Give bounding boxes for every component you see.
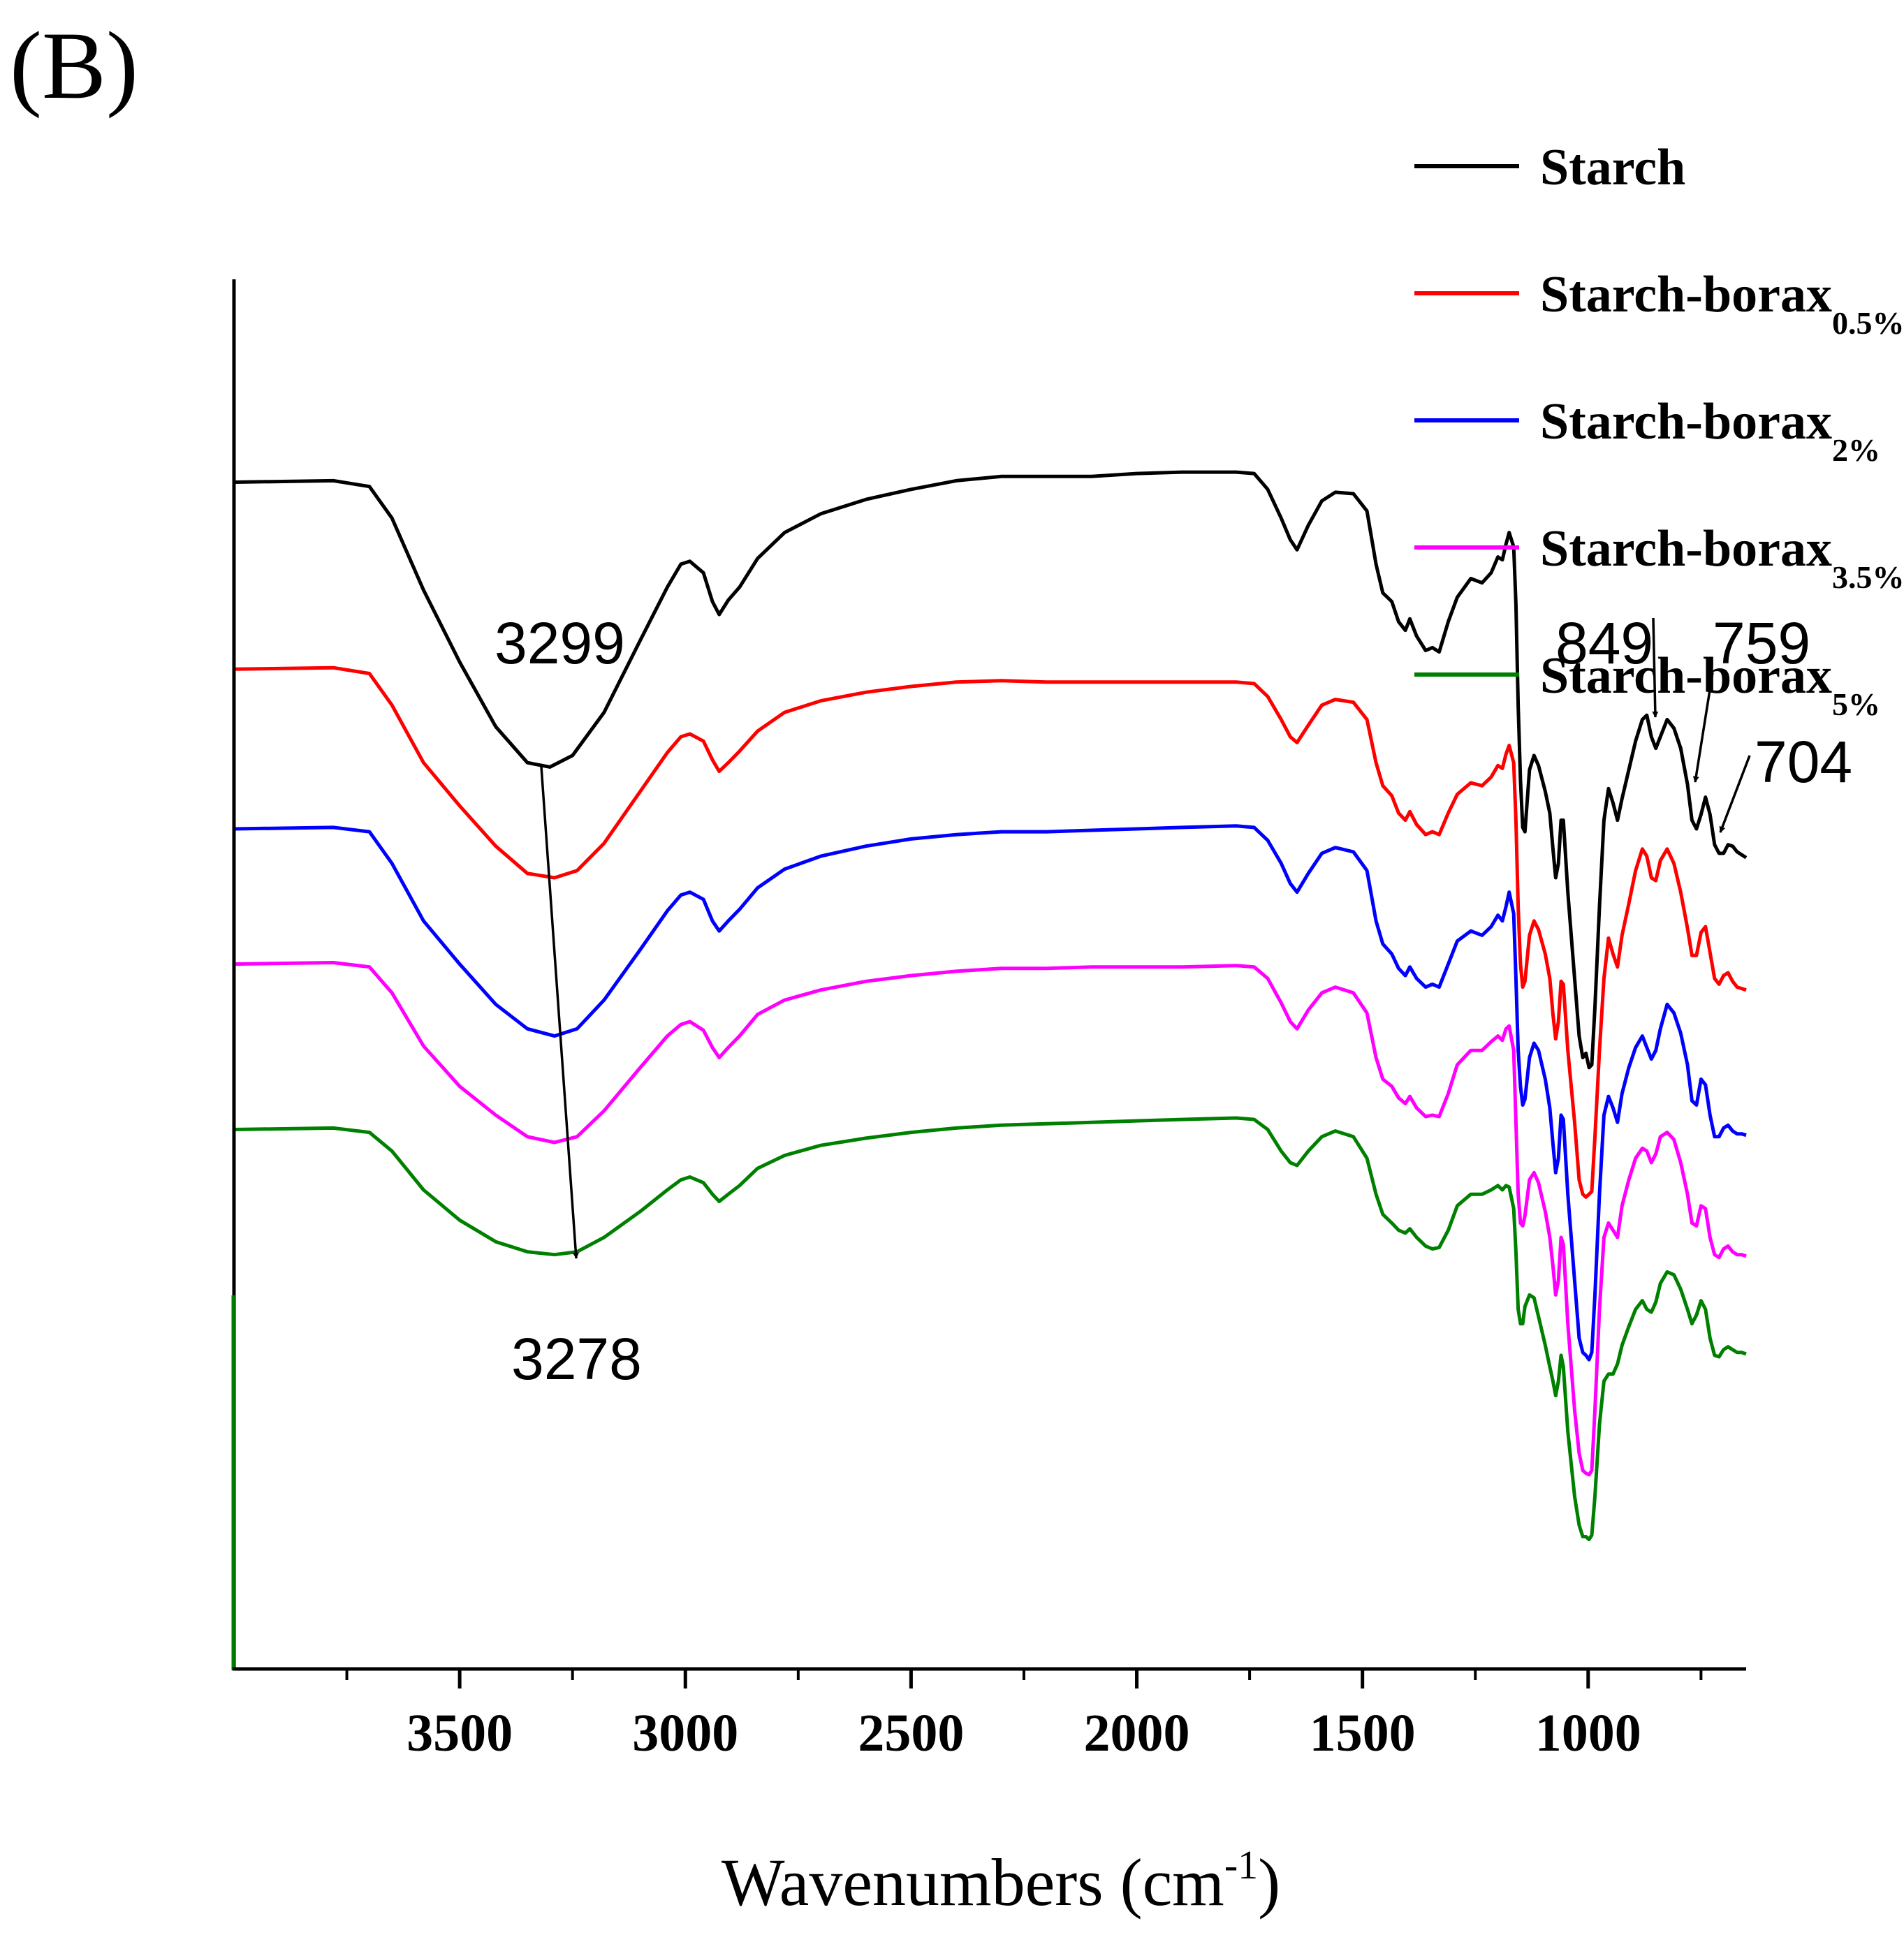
x-axis-ticks: 3500 3000 2500 2000 1500 1000	[345, 1669, 1703, 1763]
x-tick-label-1000: 1000	[1535, 1704, 1641, 1763]
annotation-3299: 3299	[495, 610, 625, 676]
x-tick-label-2500: 2500	[858, 1704, 964, 1763]
legend: Starch Starch-borax0.5% Starch-borax2% Star…	[1414, 139, 1904, 722]
annotations: 3299 3278 849 759 704	[495, 610, 1852, 1392]
panel-label: (B)	[10, 12, 138, 119]
series-line-starch	[233, 470, 1748, 1070]
legend-label-starch: Starch	[1540, 139, 1685, 196]
annotation-3278: 3278	[511, 1326, 642, 1392]
legend-label-starch-borax-2: Starch-borax2%	[1540, 393, 1880, 468]
series-line-starch-borax-5	[233, 1116, 1747, 1542]
legend-label-starch-borax-0-5: Starch-borax0.5%	[1540, 266, 1904, 341]
annotation-arrow-704	[1719, 755, 1751, 833]
annotation-704: 704	[1755, 729, 1852, 795]
legend-label-starch-borax-5: Starch-borax5%	[1540, 647, 1880, 722]
annotation-arrow-759	[1692, 672, 1714, 783]
series-layer	[233, 470, 1748, 1542]
x-tick-label-2000: 2000	[1084, 1704, 1190, 1763]
legend-label-starch-borax-3-5: Starch-borax3.5%	[1540, 520, 1904, 595]
annotation-759: 759	[1713, 610, 1810, 676]
annotation-arrow-849	[1652, 617, 1659, 718]
annotation-arrow-3299-3278	[540, 766, 579, 1259]
x-axis-label: Wavenumbers (cm-1)	[722, 1842, 1280, 1920]
x-tick-label-3000: 3000	[632, 1704, 738, 1763]
x-axis-label-superscript: -1	[1224, 1842, 1258, 1888]
series-line-starch-borax-2	[233, 824, 1747, 1362]
x-axis-label-close: )	[1258, 1845, 1280, 1920]
x-tick-label-1500: 1500	[1310, 1704, 1416, 1763]
series-line-starch-borax-0-5	[233, 665, 1747, 1199]
x-tick-label-3500: 3500	[407, 1704, 513, 1763]
annotation-849: 849	[1555, 610, 1653, 676]
series-line-starch-borax-3-5	[233, 961, 1747, 1477]
